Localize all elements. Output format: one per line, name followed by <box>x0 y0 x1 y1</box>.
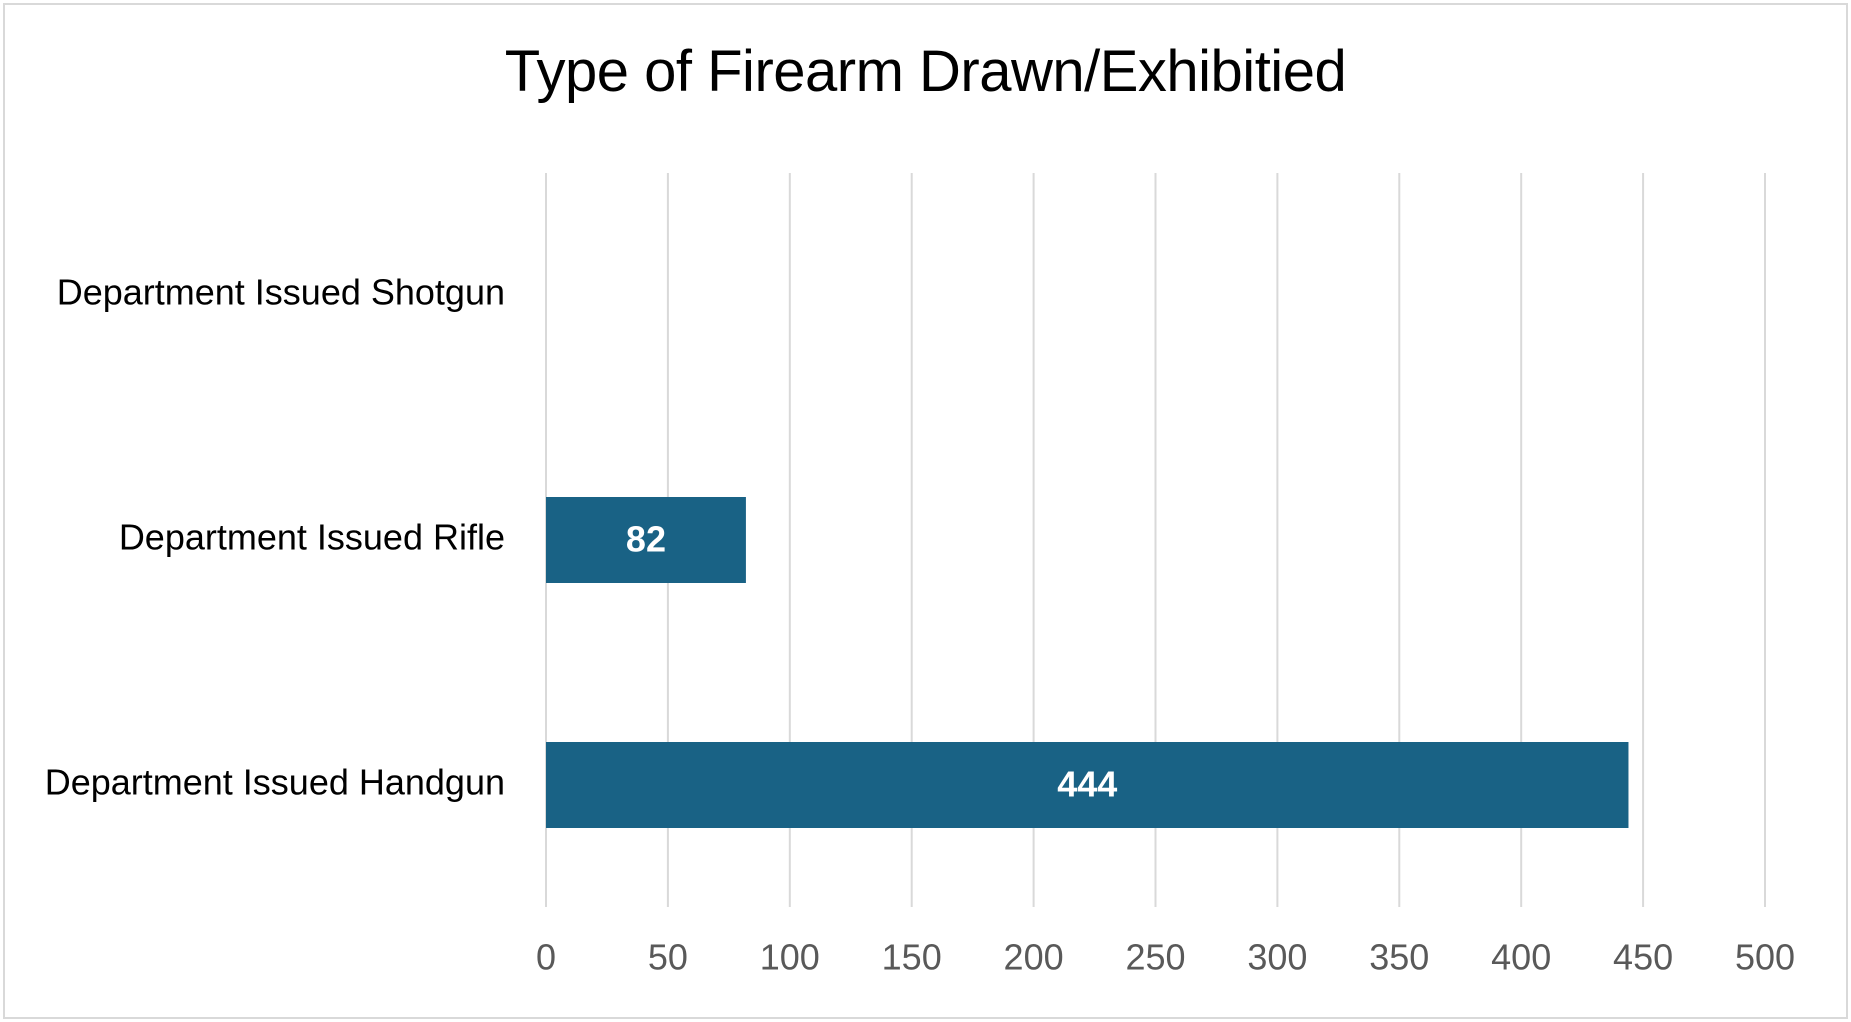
bars <box>546 497 1629 828</box>
x-tick-label: 250 <box>1125 937 1185 978</box>
bar <box>546 742 1629 828</box>
category-labels: Department Issued Shotgun Department Issu… <box>45 272 505 803</box>
bar <box>546 497 746 583</box>
category-label: Department Issued Rifle <box>119 517 505 558</box>
x-tick-label: 50 <box>648 937 688 978</box>
bar-data-label: 82 <box>626 519 666 560</box>
x-tick-label: 300 <box>1247 937 1307 978</box>
x-tick-label: 0 <box>536 937 556 978</box>
x-tick-label: 500 <box>1735 937 1795 978</box>
x-tick-label: 350 <box>1369 937 1429 978</box>
category-label: Department Issued Handgun <box>45 762 505 803</box>
x-axis-tick-labels: 0 50 100 150 200 250 300 350 400 450 500 <box>536 937 1795 978</box>
x-tick-label: 400 <box>1491 937 1551 978</box>
x-tick-label: 150 <box>882 937 942 978</box>
category-label: Department Issued Shotgun <box>57 272 505 313</box>
x-tick-label: 200 <box>1004 937 1064 978</box>
chart-title: Type of Firearm Drawn/Exhibitied <box>504 39 1347 104</box>
x-tick-label: 450 <box>1613 937 1673 978</box>
bar-data-label: 444 <box>1057 764 1117 805</box>
x-tick-label: 100 <box>760 937 820 978</box>
data-labels: 82 444 <box>626 519 1117 805</box>
chart-frame <box>3 3 1848 1019</box>
